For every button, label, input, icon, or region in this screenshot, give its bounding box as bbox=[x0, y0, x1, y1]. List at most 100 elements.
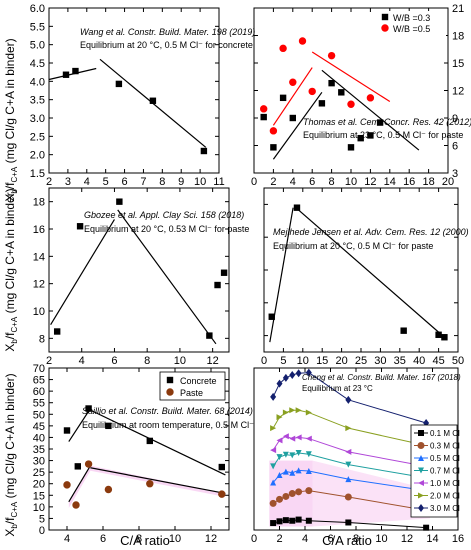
series-w-b-0-5 bbox=[260, 37, 375, 135]
y-tick-label: 14 bbox=[33, 251, 45, 263]
legend-label: 0.7 M Cl bbox=[430, 467, 460, 476]
data-point bbox=[282, 433, 289, 440]
data-point bbox=[347, 100, 355, 108]
data-point bbox=[289, 469, 296, 476]
y-label-sub: b bbox=[10, 189, 19, 194]
y-tick-label: 70 bbox=[33, 363, 45, 375]
legend-label: W/B =0.5 bbox=[393, 24, 430, 34]
y-tick-label: 5.5 bbox=[30, 21, 45, 33]
x-tick-label: 10 bbox=[345, 176, 357, 188]
legend-marker bbox=[418, 504, 424, 512]
axes-frame bbox=[263, 187, 459, 353]
x-tick-label: 5 bbox=[103, 176, 109, 188]
data-point bbox=[105, 422, 112, 430]
panel-annotation: Equilibrium at 20 °C, 0.5 M Cl⁻ for conc… bbox=[80, 40, 253, 50]
data-point bbox=[441, 334, 448, 341]
x-tick-label: 0 bbox=[251, 176, 257, 188]
x-tick-label: 45 bbox=[432, 355, 444, 367]
data-point bbox=[305, 435, 312, 442]
data-point bbox=[345, 519, 352, 526]
legend-marker bbox=[418, 492, 424, 499]
x-tick-label: 16 bbox=[403, 176, 415, 188]
x-tick-label: 6 bbox=[100, 533, 106, 545]
data-point bbox=[344, 493, 352, 501]
x-tick-label: 4 bbox=[64, 533, 70, 545]
data-point bbox=[76, 223, 84, 230]
data-point bbox=[305, 467, 312, 474]
x-tick-label: 4 bbox=[302, 533, 308, 545]
panel-annotation: Equilibrium at 23 °C bbox=[302, 384, 373, 393]
x-tick-label: 10 bbox=[375, 533, 387, 545]
x-tick-label: 4 bbox=[84, 176, 90, 188]
data-point bbox=[146, 437, 153, 445]
panel-p4: 0 5 10 15 20 25 30 35 40 45 50 Mejlhede Jensen et a… bbox=[261, 187, 469, 367]
y-tick-label: 45 bbox=[33, 421, 45, 433]
data-point bbox=[276, 495, 283, 503]
y-tick-label: 3.0 bbox=[30, 113, 45, 125]
x-tick-label: 20 bbox=[335, 355, 347, 367]
data-point bbox=[282, 409, 289, 416]
data-point bbox=[345, 461, 352, 468]
data-point bbox=[295, 450, 302, 457]
y-tick-label: 15 bbox=[33, 490, 45, 502]
legend-label: 3.0 M Cl bbox=[430, 504, 460, 513]
data-point bbox=[260, 113, 267, 121]
x-tick-label: 40 bbox=[413, 355, 425, 367]
legend-box bbox=[378, 11, 446, 36]
y-tick-label: 25 bbox=[33, 467, 45, 479]
data-point bbox=[269, 499, 277, 507]
data-point bbox=[295, 488, 303, 496]
y-label-f: f bbox=[3, 182, 17, 186]
x-tick-label: 6 bbox=[327, 533, 333, 545]
data-point bbox=[298, 37, 307, 45]
legend: Concrete Paste bbox=[159, 371, 226, 401]
data-point bbox=[367, 132, 374, 139]
data-point bbox=[276, 414, 283, 421]
data-point bbox=[376, 119, 384, 126]
legend-marker bbox=[381, 13, 389, 21]
data-point bbox=[295, 369, 302, 378]
data-point bbox=[279, 94, 287, 102]
data-point bbox=[282, 373, 289, 382]
data-point bbox=[268, 313, 275, 320]
y-tick-label: 65 bbox=[33, 375, 45, 387]
legend-label: 0.3 M Cl bbox=[430, 442, 460, 451]
y-label-fsub: C+A bbox=[10, 166, 19, 182]
panel-annotation: Saillio et al. Constr. Build. Mater. 68 … bbox=[82, 406, 253, 416]
series-data bbox=[53, 198, 228, 339]
x-tick-label: 30 bbox=[374, 355, 386, 367]
legend-marker bbox=[381, 24, 389, 32]
x-tick-label: 25 bbox=[355, 355, 367, 367]
data-point bbox=[62, 71, 70, 78]
data-point bbox=[270, 520, 277, 527]
legend-marker bbox=[166, 376, 174, 384]
trend-line bbox=[272, 91, 323, 160]
data-point bbox=[63, 481, 71, 489]
y-tick-label: 0 bbox=[39, 525, 45, 537]
y-tick-label: 5 bbox=[39, 513, 45, 525]
y-tick-label: 35 bbox=[33, 444, 45, 456]
y-tick-label: 1.5 bbox=[30, 168, 45, 180]
x-tick-label: 10 bbox=[297, 355, 309, 367]
data-point bbox=[116, 198, 123, 205]
data-point bbox=[345, 476, 352, 483]
panel-p6: 0 2 4 6 8 10 12 14 16 Cheng et al. Constr. Build.… bbox=[251, 367, 464, 545]
data-point bbox=[295, 434, 302, 441]
y-tick-label: 8 bbox=[39, 333, 45, 345]
data-point bbox=[270, 144, 277, 151]
panel-annotation: Equilibrium at 20 °C, 0.5 M Cl⁻ for past… bbox=[273, 241, 433, 251]
trend-line bbox=[68, 408, 91, 442]
y-tick-label: 6.0 bbox=[30, 3, 45, 15]
y-tick-label: 15 bbox=[452, 58, 464, 70]
x-tick-label: 4 bbox=[290, 176, 296, 188]
data-point bbox=[74, 463, 81, 470]
series-paste bbox=[63, 460, 226, 509]
data-point bbox=[289, 452, 296, 459]
x-tick-label: 10 bbox=[174, 355, 186, 367]
x-tick-label: 8 bbox=[353, 533, 359, 545]
x-tick-label: 10 bbox=[194, 176, 206, 188]
data-point bbox=[218, 463, 225, 471]
legend-label: Paste bbox=[180, 388, 203, 398]
y-tick-label: 2.5 bbox=[30, 131, 45, 143]
series-concrete bbox=[63, 405, 225, 471]
